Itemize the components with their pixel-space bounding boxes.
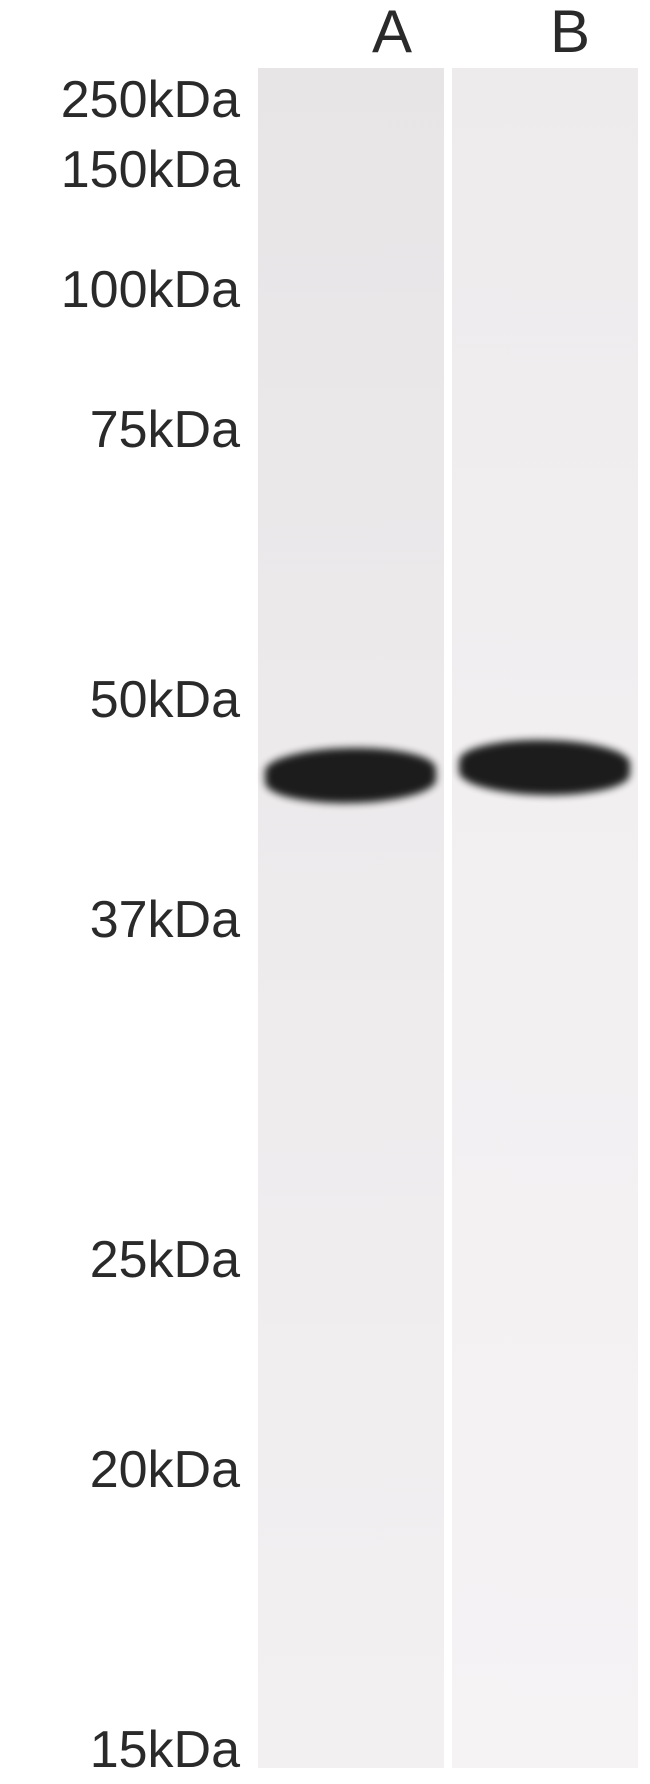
lane-b-band <box>459 739 631 797</box>
western-blot-figure: A B 250kDa 150kDa 100kDa 75kDa 50kDa 37k… <box>0 0 650 1784</box>
lane-a-band <box>265 747 437 805</box>
marker-250kda: 250kDa <box>0 74 240 126</box>
lane-header-b: B <box>490 2 650 62</box>
lane-b <box>452 68 638 1768</box>
marker-75kda: 75kDa <box>0 404 240 456</box>
marker-37kda: 37kDa <box>0 894 240 946</box>
marker-20kda: 20kDa <box>0 1444 240 1496</box>
marker-15kda: 15kDa <box>0 1724 240 1776</box>
lane-a <box>258 68 444 1768</box>
marker-50kda: 50kDa <box>0 674 240 726</box>
marker-25kda: 25kDa <box>0 1234 240 1286</box>
marker-100kda: 100kDa <box>0 264 240 316</box>
marker-150kda: 150kDa <box>0 144 240 196</box>
lane-header-a: A <box>312 2 472 62</box>
